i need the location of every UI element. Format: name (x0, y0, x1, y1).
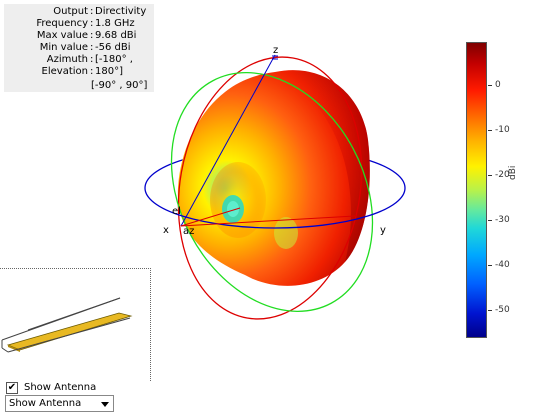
info-value: -56 dBi (95, 42, 131, 53)
colorbar-tick-label: -20 (495, 170, 510, 180)
antenna-preview (1, 297, 133, 353)
azimuth-ring-front (144, 187, 406, 229)
z-axis-label: z (273, 45, 278, 56)
info-key: Output (53, 6, 88, 17)
pattern-lobe (177, 70, 370, 286)
el-label: el (172, 206, 181, 217)
colorbar-tick-label: -30 (495, 215, 510, 225)
dropdown-selected-value: Show Antenna (9, 398, 82, 409)
info-row-min-value: Min value : -56 dBi (4, 42, 154, 54)
info-row-output: Output : Directivity (4, 6, 154, 18)
info-colon: : (90, 54, 94, 65)
antenna-view-dropdown[interactable]: Show Antenna (5, 395, 114, 412)
colorbar-tick-label: -10 (495, 125, 510, 135)
colorbar-tick-label: -50 (495, 305, 510, 315)
colorbar-tick-label: 0 (495, 80, 501, 90)
colorbar-tick (488, 85, 492, 86)
info-key: Frequency (36, 18, 88, 29)
third-ring (177, 56, 363, 320)
info-row-max-value: Max value : 9.68 dBi (4, 30, 154, 42)
info-key: Max value (36, 30, 88, 41)
info-value: 1.8 GHz (95, 18, 135, 29)
show-antenna-label: Show Antenna (24, 382, 97, 393)
colorbar-tick (488, 265, 492, 266)
info-value: Directivity (95, 6, 147, 17)
info-row-frequency: Frequency : 1.8 GHz (4, 18, 154, 30)
colorbar-tick (488, 130, 492, 131)
y-axis-label: y (380, 225, 386, 236)
directivity-colorbar (466, 42, 487, 338)
x-axis-label: x (163, 225, 169, 236)
info-row-elevation: Elevation : 180°] (4, 66, 154, 78)
info-colon: : (90, 6, 94, 17)
info-key: Elevation (41, 66, 88, 77)
colorbar-tick-label: -40 (495, 260, 510, 270)
info-colon: : (90, 42, 94, 53)
pattern-info-panel: Output : Directivity Frequency : 1.8 GHz… (4, 4, 154, 92)
colorbar-tick (488, 175, 492, 176)
info-value: 9.68 dBi (95, 30, 137, 41)
colorbar-tick (488, 220, 492, 221)
info-key: Min value (39, 42, 88, 53)
info-value: [-180° , (95, 54, 133, 65)
info-row-azimuth: Azimuth : [-180° , (4, 54, 154, 66)
show-antenna-checkbox[interactable]: ✔ (6, 382, 18, 394)
elevation-ring (170, 72, 374, 312)
info-key: Azimuth (46, 54, 88, 65)
antenna-preview-box (0, 268, 151, 381)
axis-triad (180, 54, 356, 227)
info-colon: : (90, 30, 94, 41)
colorbar-tick (488, 310, 492, 311)
info-colon: : (90, 66, 94, 77)
info-colon: : (90, 18, 94, 29)
info-value: 180°] (95, 66, 123, 77)
az-label: az (183, 226, 194, 237)
elevation-range: [-90° , 90°] (91, 80, 148, 91)
colorbar-unit-label: dBi (508, 165, 518, 180)
chevron-down-icon[interactable] (101, 402, 109, 407)
